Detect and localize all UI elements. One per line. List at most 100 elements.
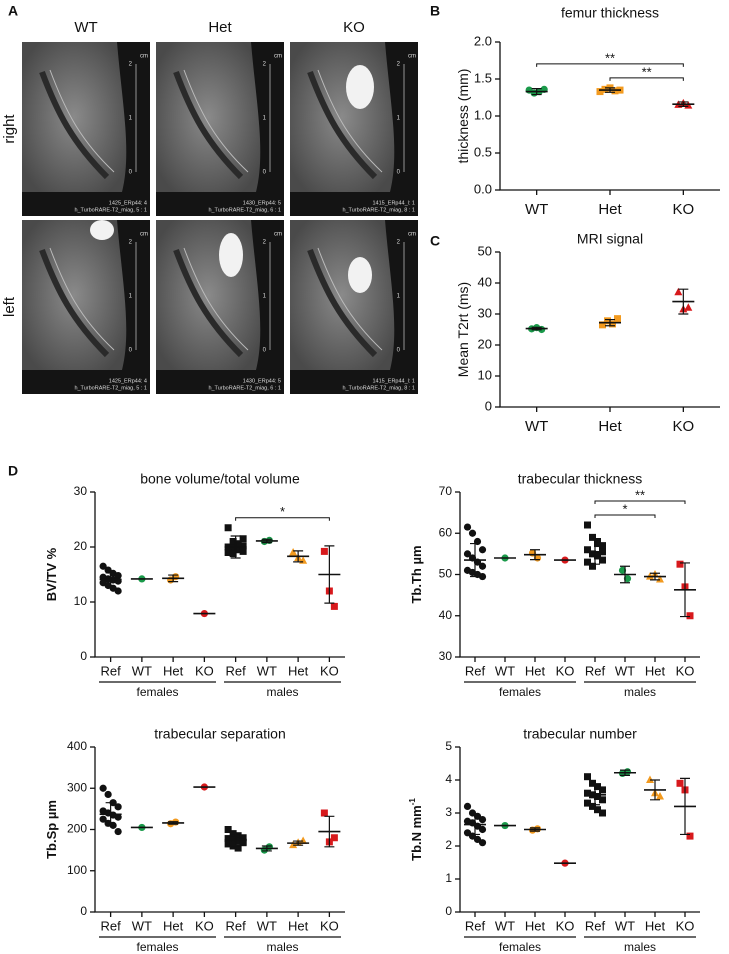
bone-edge xyxy=(317,247,383,351)
data-point xyxy=(594,552,601,560)
significance-bracket xyxy=(594,514,656,518)
data-point xyxy=(594,540,601,548)
chart-title: femur thickness xyxy=(561,5,659,21)
x-tick-label: KO xyxy=(556,918,575,933)
data-point xyxy=(239,547,247,555)
y-tick-label: 60 xyxy=(439,525,453,539)
y-tick-label: 0 xyxy=(80,649,87,663)
data-point xyxy=(224,835,232,843)
x-tick-label: Ref xyxy=(585,918,606,933)
bright-spot xyxy=(346,65,374,109)
y-axis-label: BV/TV % xyxy=(44,547,59,601)
image-caption: 1430_ERp44: 5 xyxy=(243,200,281,206)
error-bar xyxy=(605,87,615,93)
image-caption: h_TurboRARE-T2_miag, 8 : 1 xyxy=(342,207,415,213)
x-tick-label: Het xyxy=(598,418,622,435)
y-tick-label: 300 xyxy=(67,780,87,794)
image-caption: h_TurboRARE-T2_miag, 8 : 1 xyxy=(342,385,415,391)
bone xyxy=(39,70,110,180)
data-point xyxy=(114,813,122,821)
bone-edge xyxy=(49,247,115,351)
y-axis-label: thickness (mm) xyxy=(455,69,471,164)
x-tick-label: Het xyxy=(525,918,546,933)
error-bar xyxy=(470,814,480,836)
error-bar xyxy=(590,538,600,565)
y-tick-label: 70 xyxy=(439,484,453,498)
scale-tick: 2 xyxy=(397,240,401,246)
data-point xyxy=(594,806,601,814)
data-point xyxy=(234,540,242,548)
y-axis-label-text: Tb.Th µm xyxy=(409,545,424,603)
data-point xyxy=(463,550,472,558)
data-point xyxy=(614,315,621,323)
data-point xyxy=(299,836,308,845)
scale-tick: 0 xyxy=(129,170,133,176)
image-caption: h_TurboRARE-T2_miag, 5 : 1 xyxy=(74,385,147,391)
data-point xyxy=(463,523,472,531)
data-point xyxy=(599,556,606,564)
panel-label: A xyxy=(8,3,18,19)
bone xyxy=(307,70,378,180)
data-point xyxy=(239,834,247,842)
data-point xyxy=(596,88,604,96)
data-point xyxy=(224,840,232,848)
significance-label: * xyxy=(280,504,285,519)
image-caption: h_TurboRARE-T2_miag, 5 : 1 xyxy=(74,207,147,213)
y-axis-label-superscript: -1 xyxy=(408,798,417,806)
scale-tick: 2 xyxy=(263,240,267,246)
x-tick-label: WT xyxy=(615,663,635,678)
bright-spot xyxy=(219,233,243,277)
significance-label: ** xyxy=(635,487,645,502)
y-tick-label: 100 xyxy=(67,863,87,877)
tissue xyxy=(156,220,261,370)
data-point xyxy=(594,783,601,791)
data-point xyxy=(599,786,606,794)
data-point xyxy=(676,779,684,787)
data-point xyxy=(589,562,596,570)
data-point xyxy=(468,529,477,537)
group-label: males xyxy=(266,685,298,699)
x-tick-label: WT xyxy=(495,918,515,933)
y-tick-label: 1.5 xyxy=(474,70,492,85)
group-label: females xyxy=(499,685,541,699)
data-point xyxy=(234,844,242,852)
x-tick-label: Het xyxy=(163,663,184,678)
y-axis-label-text: BV/TV % xyxy=(44,547,59,601)
error-bar xyxy=(650,779,660,801)
data-point xyxy=(320,547,328,555)
y-tick-label: 40 xyxy=(478,274,492,289)
data-point xyxy=(686,612,694,620)
x-tick-label: WT xyxy=(525,418,548,435)
group-label: males xyxy=(624,685,656,699)
chart-title: trabecular separation xyxy=(154,726,286,742)
data-point xyxy=(463,802,472,811)
column-label: WT xyxy=(74,19,97,36)
y-tick-label: 30 xyxy=(478,305,492,320)
y-axis-label-text: Mean T2rt (ms) xyxy=(455,282,471,377)
x-tick-label: Het xyxy=(645,918,666,933)
x-tick-label: Ref xyxy=(465,918,486,933)
error-bar xyxy=(168,821,179,825)
data-point xyxy=(618,566,627,574)
y-tick-label: 20 xyxy=(478,336,492,351)
data-point xyxy=(114,803,122,811)
data-point xyxy=(686,832,694,840)
group-label: females xyxy=(499,940,541,954)
error-bar xyxy=(261,538,272,544)
x-tick-label: KO xyxy=(195,663,214,678)
error-bar xyxy=(230,833,241,847)
panel-label: D xyxy=(8,463,18,479)
bone xyxy=(173,70,244,180)
scale-unit: cm xyxy=(140,54,148,60)
mri-image: cm 2 1 0 1425_ERp44: 4h_TurboRARE-T2_miag, 5… xyxy=(22,42,150,216)
chart-title: trabecular number xyxy=(523,726,637,742)
y-tick-label: 40 xyxy=(439,608,453,622)
bright-spot xyxy=(90,220,114,240)
error-bar xyxy=(261,845,272,852)
x-tick-label: WT xyxy=(495,663,515,678)
y-tick-label: 30 xyxy=(439,649,453,663)
y-tick-label: 1.0 xyxy=(474,107,492,122)
data-point xyxy=(234,837,242,845)
data-point xyxy=(229,544,237,552)
data-point xyxy=(584,773,591,781)
